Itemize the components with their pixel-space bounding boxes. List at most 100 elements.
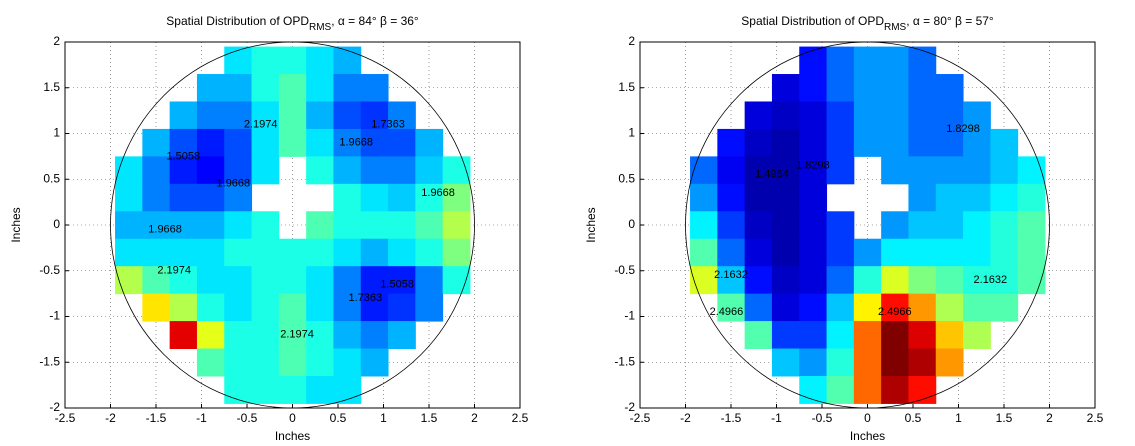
heat-cell	[908, 74, 937, 102]
heat-cell	[142, 183, 171, 212]
y-tick-label: 1.5	[618, 80, 635, 94]
heat-cell	[799, 211, 828, 240]
heat-cell	[826, 128, 855, 157]
heat-cell	[278, 266, 307, 295]
heat-cell	[278, 238, 307, 267]
heat-cell	[333, 348, 362, 377]
y-axis-label: Inches	[584, 207, 598, 242]
y-tick-label: -0.5	[39, 263, 60, 277]
x-tick-label: 2.5	[1087, 411, 1104, 425]
heat-cell	[744, 238, 773, 267]
heat-cell	[799, 266, 828, 295]
title-subscript: RMS	[309, 22, 332, 33]
heat-cell	[333, 128, 362, 157]
heat-cell	[744, 293, 773, 322]
heat-cell	[799, 348, 828, 377]
heat-cell	[826, 74, 855, 102]
heat-cell	[963, 156, 991, 185]
axes-frame	[64, 41, 521, 409]
heat-cell	[881, 128, 909, 157]
heat-cell	[771, 348, 800, 377]
contour-label: 1.9668	[217, 178, 251, 190]
contour-label: 2.1632	[974, 274, 1008, 286]
contour-label: 1.4964	[755, 169, 789, 181]
heat-cell	[169, 238, 198, 267]
heat-cell	[963, 321, 991, 350]
heat-cell	[196, 101, 225, 130]
heat-cell	[935, 101, 964, 130]
heat-cell	[442, 238, 471, 267]
heat-cell	[853, 74, 882, 102]
heat-cell	[251, 156, 280, 185]
heat-cell	[333, 266, 362, 295]
heat-cell	[415, 266, 444, 295]
heat-cell	[333, 238, 362, 267]
heat-cell	[169, 211, 198, 240]
x-tick-label: -1.5	[721, 411, 742, 425]
heat-cell	[881, 321, 909, 350]
heat-cell	[224, 46, 253, 75]
heat-cell	[278, 375, 307, 404]
heat-cell	[853, 321, 882, 350]
heat-cell	[360, 211, 389, 240]
x-tick-label: -2.5	[55, 411, 76, 425]
heat-cell	[142, 156, 171, 185]
heat-cell	[935, 321, 964, 350]
heat-cell	[990, 128, 1019, 157]
heat-cell	[690, 211, 718, 240]
heat-cell	[169, 101, 198, 130]
heat-cell	[853, 101, 882, 130]
heat-cell	[115, 183, 143, 212]
contour-label: 1.8298	[946, 123, 980, 135]
heat-cell	[115, 238, 143, 267]
title-main: Spatial Distribution of OPD	[741, 14, 884, 28]
y-axis-label: Inches	[9, 207, 23, 242]
chart-title: Spatial Distribution of OPDRMS, α = 80° …	[741, 14, 994, 33]
heat-cell	[799, 101, 828, 130]
heat-cell	[799, 156, 828, 185]
heat-cell	[771, 238, 800, 267]
heat-cell	[306, 238, 334, 267]
heat-cell	[799, 183, 828, 212]
heat-cell	[935, 211, 964, 240]
heat-cell	[224, 293, 253, 322]
x-tick-label: 1.5	[996, 411, 1013, 425]
heat-cell	[935, 293, 964, 322]
heat-cell	[388, 321, 416, 350]
heat-cell	[963, 101, 991, 130]
heat-cell	[963, 238, 991, 267]
heat-cell	[278, 101, 307, 130]
x-tick-label: 1	[955, 411, 962, 425]
contour-label: 1.5058	[380, 278, 414, 290]
heat-cell	[826, 46, 855, 75]
heat-cell	[251, 238, 280, 267]
y-tick-label: -1	[624, 309, 635, 323]
x-tick-label: 2	[471, 411, 478, 425]
heat-cell	[771, 101, 800, 130]
heat-cell	[415, 183, 444, 212]
heat-cell	[142, 266, 171, 295]
heat-cell	[251, 46, 280, 75]
heat-cell	[388, 293, 416, 322]
heat-cell	[306, 156, 334, 185]
y-tick-label: 0	[628, 217, 635, 231]
heat-cell	[853, 266, 882, 295]
heat-cell	[744, 211, 773, 240]
heat-cell	[169, 293, 198, 322]
heat-cell	[826, 156, 855, 185]
heat-cell	[963, 293, 991, 322]
x-tick-label: 1.5	[421, 411, 438, 425]
x-axis-label: Inches	[275, 429, 310, 443]
heat-cell	[744, 156, 773, 185]
x-tick-label: -2.5	[630, 411, 651, 425]
heat-cell	[853, 46, 882, 75]
contour-label: 1.9668	[339, 137, 373, 149]
heat-cell	[717, 183, 746, 212]
heat-cell	[717, 128, 746, 157]
heat-cell	[224, 266, 253, 295]
heat-cell	[963, 128, 991, 157]
heat-cell	[169, 156, 198, 185]
heat-cell	[306, 293, 334, 322]
heat-cell	[278, 46, 307, 75]
